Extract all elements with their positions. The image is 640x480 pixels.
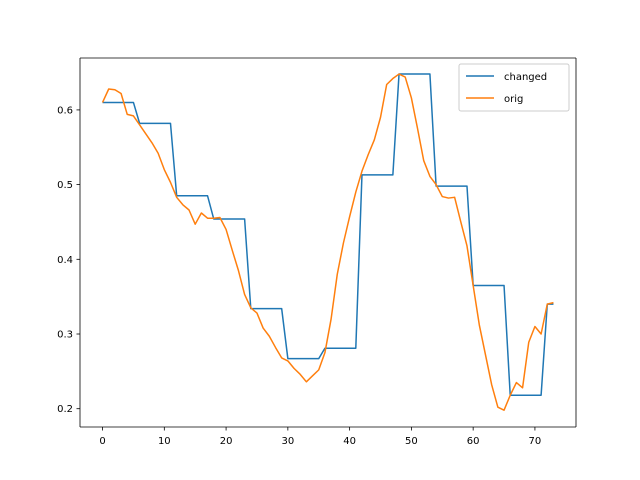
axes-frame xyxy=(79,57,577,428)
series-line-orig xyxy=(101,73,554,411)
y-tick-label: 0.5 xyxy=(57,180,73,191)
y-tick-label: 0.3 xyxy=(57,330,73,341)
legend: changed orig xyxy=(458,63,570,112)
x-tick-label: 30 xyxy=(281,436,294,447)
x-tick-label: 20 xyxy=(220,436,233,447)
x-tick-label: 60 xyxy=(467,436,480,447)
legend-label-orig: orig xyxy=(504,94,523,105)
legend-label-changed: changed xyxy=(504,72,547,83)
series-layer xyxy=(101,73,554,411)
y-tick-label: 0.2 xyxy=(57,404,73,415)
series-line-changed xyxy=(102,73,554,396)
x-axis: 0 10 20 30 40 50 60 70 xyxy=(99,427,541,447)
y-tick-label: 0.4 xyxy=(57,255,73,266)
x-tick-label: 70 xyxy=(529,436,542,447)
x-tick-label: 50 xyxy=(405,436,418,447)
plot-area xyxy=(80,58,576,427)
y-axis: 0.2 0.3 0.4 0.5 0.6 xyxy=(57,105,80,415)
x-tick-label: 10 xyxy=(158,436,171,447)
y-tick-label: 0.6 xyxy=(57,105,73,116)
x-tick-label: 0 xyxy=(99,436,105,447)
x-tick-label: 40 xyxy=(343,436,356,447)
